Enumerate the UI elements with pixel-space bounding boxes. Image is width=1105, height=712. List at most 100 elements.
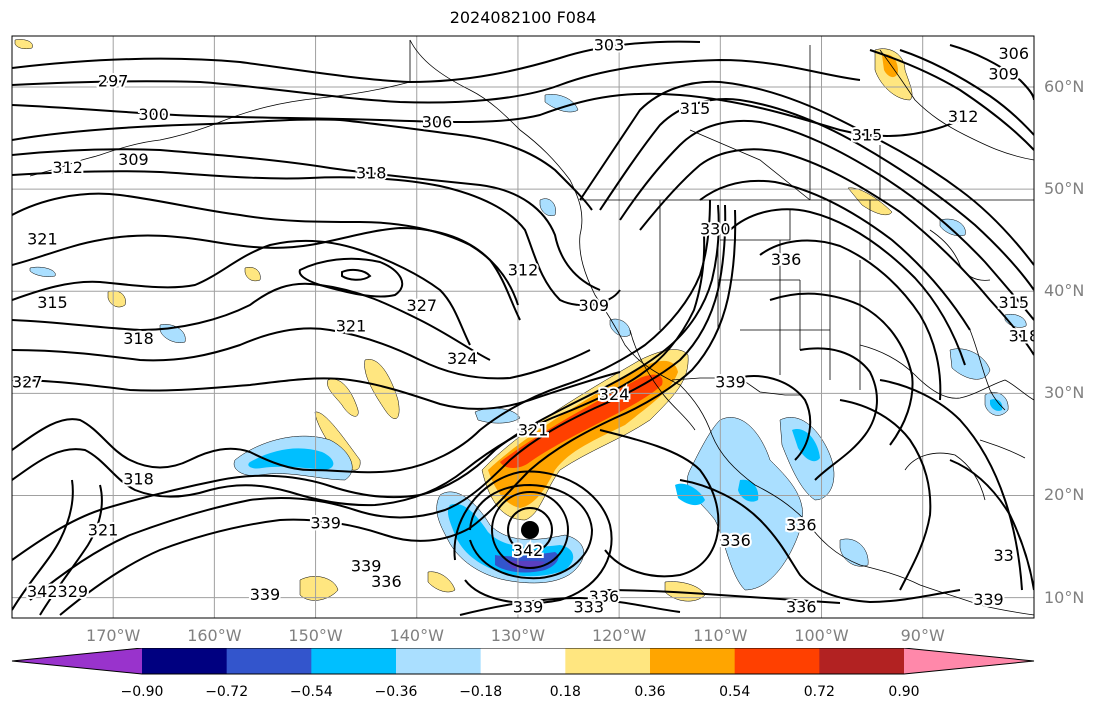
contour-line bbox=[12, 282, 491, 361]
colorbar-extend-low bbox=[12, 648, 142, 674]
colorbar-extend-high bbox=[904, 648, 1034, 674]
negative-shading-region bbox=[738, 479, 759, 502]
contour-line bbox=[12, 170, 621, 307]
contour-label: 336 bbox=[720, 531, 751, 550]
coastline-north-america-west bbox=[409, 39, 921, 586]
contour-line bbox=[341, 268, 372, 281]
colorbar-segment bbox=[142, 648, 228, 674]
positive-shading-region bbox=[314, 411, 361, 471]
aleutians bbox=[29, 154, 101, 177]
colorbar-outline bbox=[11, 648, 1035, 675]
contour-label: 312 bbox=[508, 260, 539, 279]
positive-shading-region bbox=[327, 378, 359, 417]
contour-line bbox=[949, 459, 1034, 591]
colorbar-tick-label: −0.90 bbox=[120, 684, 164, 700]
border-states bbox=[659, 200, 871, 390]
contour-line bbox=[59, 209, 737, 616]
colorbar-tick-label: −0.72 bbox=[205, 684, 249, 700]
contour-label: 339 bbox=[310, 514, 341, 533]
longitude-label: 140°W bbox=[389, 626, 444, 645]
positive-shading-region bbox=[14, 39, 33, 50]
contour-label: 336 bbox=[786, 516, 817, 535]
contour-label: 312 bbox=[52, 158, 83, 177]
negative-shading-region bbox=[539, 198, 556, 216]
contour-label: 339 bbox=[351, 556, 382, 575]
colorbar-segment bbox=[311, 648, 397, 674]
positive-shading-region bbox=[427, 571, 456, 593]
colorbar-segment bbox=[650, 648, 736, 674]
positive-shading-region bbox=[664, 581, 706, 602]
colorbar-tick-label: 0.90 bbox=[888, 684, 920, 700]
contour-label: 339 bbox=[250, 585, 281, 604]
longitude-label: 90°W bbox=[900, 626, 945, 645]
contour-label: 327 bbox=[12, 373, 43, 392]
coastline-central-america bbox=[919, 584, 1034, 616]
contour-label: 315 bbox=[852, 126, 883, 145]
contour-label: 321 bbox=[518, 421, 549, 440]
contour-line bbox=[12, 234, 706, 507]
colorbar-segment bbox=[480, 648, 566, 674]
contour-label: 339 bbox=[715, 373, 746, 392]
contour-label: 33 bbox=[993, 546, 1013, 565]
contour-label: 333 bbox=[573, 597, 604, 616]
contour-line bbox=[12, 40, 701, 84]
latitude-label: 50°N bbox=[1044, 179, 1085, 199]
negative-shading-region bbox=[990, 399, 1003, 411]
contour-line bbox=[579, 80, 1034, 266]
contour-label: 330 bbox=[700, 220, 731, 239]
contour-label: 303 bbox=[594, 36, 625, 55]
contour-label: 321 bbox=[336, 317, 367, 336]
longitude-label: 170°W bbox=[86, 626, 141, 645]
contour-line bbox=[759, 239, 942, 401]
contour-line bbox=[799, 347, 878, 481]
contour-line bbox=[729, 208, 966, 366]
contour-label: 321 bbox=[27, 230, 58, 249]
colorbar-tick-label: −0.18 bbox=[459, 684, 503, 700]
contour-line bbox=[39, 484, 103, 616]
storm-center-marker bbox=[521, 521, 539, 539]
colorbar-segment bbox=[565, 648, 651, 674]
contour-label: 312 bbox=[948, 107, 979, 126]
contour-label: 318 bbox=[356, 163, 387, 182]
contour-label: 306 bbox=[422, 112, 453, 131]
positive-shading-region bbox=[299, 576, 339, 601]
contour-line bbox=[599, 589, 841, 604]
longitude-label: 160°W bbox=[187, 626, 242, 645]
latitude-label: 60°N bbox=[1044, 77, 1085, 97]
colorbar bbox=[11, 648, 1035, 675]
contour-line bbox=[12, 204, 720, 561]
coastline-yucatan bbox=[904, 452, 986, 501]
contour-label: 324 bbox=[599, 385, 630, 404]
contour-line bbox=[619, 119, 1034, 321]
contour-line bbox=[679, 479, 961, 604]
colorbar-segment bbox=[819, 648, 905, 674]
contour-label: 342329 bbox=[27, 582, 88, 601]
contour-label: 309 bbox=[988, 64, 1019, 83]
contour-label: 300 bbox=[138, 105, 169, 124]
colorbar-tick-label: 0.54 bbox=[719, 684, 751, 700]
colorbar-segment bbox=[734, 648, 820, 674]
contour-label: 336 bbox=[589, 587, 620, 606]
colorbar-tick-label: 0.18 bbox=[549, 684, 581, 700]
contour-line bbox=[12, 327, 591, 380]
contour-line bbox=[453, 470, 613, 605]
negative-shading-region bbox=[248, 448, 334, 470]
contour-label: 315 bbox=[37, 293, 68, 312]
positive-shading-region bbox=[244, 267, 261, 282]
contour-label: 339 bbox=[513, 597, 544, 616]
negative-shading-region bbox=[839, 538, 869, 567]
contour-label: 306 bbox=[998, 44, 1029, 63]
border-canada bbox=[689, 45, 881, 201]
positive-shading-region bbox=[364, 359, 400, 419]
contour-line bbox=[12, 92, 961, 137]
coastline-gulf bbox=[859, 344, 1034, 401]
contour-label: 309 bbox=[118, 150, 149, 169]
contour-label: 336 bbox=[786, 597, 817, 616]
contour-line bbox=[839, 399, 932, 591]
negative-shading-region bbox=[29, 266, 56, 277]
contour-line bbox=[699, 179, 971, 331]
contour-line bbox=[12, 148, 601, 291]
coastlines bbox=[29, 39, 1034, 616]
contour-line bbox=[12, 226, 521, 321]
negative-shading-region bbox=[949, 348, 991, 380]
